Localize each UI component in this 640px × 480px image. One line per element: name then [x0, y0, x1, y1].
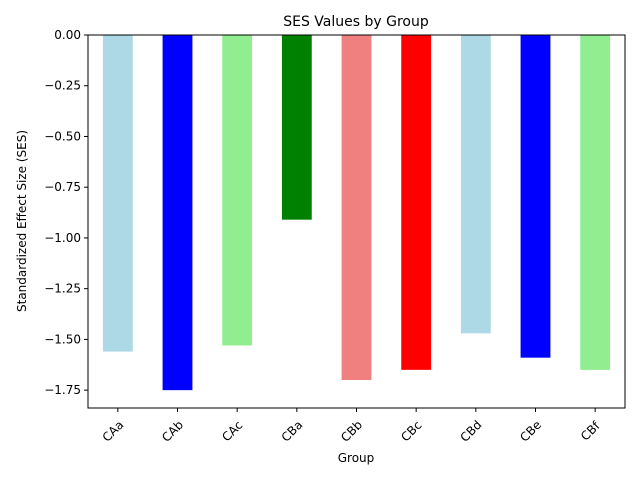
- bars-group: [102, 35, 611, 391]
- bar-CAb: [162, 35, 193, 391]
- bar-CAa: [102, 35, 133, 352]
- bar-CBa: [281, 35, 312, 220]
- y-axis: 0.00 −0.25 −0.50 −0.75 −1.00 −1.25 −1.50 −1.75: [44, 28, 88, 397]
- x-tick-label: CBb: [338, 418, 365, 445]
- y-axis-title: Standardized Effect Size (SES): [15, 130, 29, 312]
- x-tick-label: CBe: [517, 418, 544, 445]
- y-tick-label: 0.00: [54, 28, 81, 42]
- bar-CBd: [460, 35, 491, 334]
- x-tick-label: CBd: [457, 418, 484, 445]
- x-tick-label: CBa: [279, 418, 306, 445]
- x-tick-label: CAa: [100, 418, 127, 445]
- chart-title: SES Values by Group: [283, 14, 429, 30]
- y-tick-label: −0.75: [44, 180, 81, 194]
- bar-CBb: [341, 35, 372, 380]
- x-tick-label: CBf: [578, 418, 603, 443]
- bar-CBc: [401, 35, 432, 370]
- bar-CAc: [222, 35, 253, 346]
- bar-CBe: [520, 35, 551, 358]
- y-tick-label: −1.00: [44, 231, 81, 245]
- x-tick-label: CBc: [398, 418, 424, 444]
- bar-CBf: [580, 35, 611, 370]
- y-tick-label: −1.75: [44, 383, 81, 397]
- y-tick-label: −0.50: [44, 129, 81, 143]
- x-tick-label: CAc: [219, 418, 245, 444]
- x-axis: CAa CAb CAc CBa CBb CBc CBd CBe CBf: [100, 408, 603, 445]
- x-tick-label: CAb: [159, 418, 186, 445]
- y-tick-label: −0.25: [44, 79, 81, 93]
- y-tick-label: −1.50: [44, 332, 81, 346]
- x-axis-title: Group: [338, 451, 375, 465]
- y-tick-label: −1.25: [44, 282, 81, 296]
